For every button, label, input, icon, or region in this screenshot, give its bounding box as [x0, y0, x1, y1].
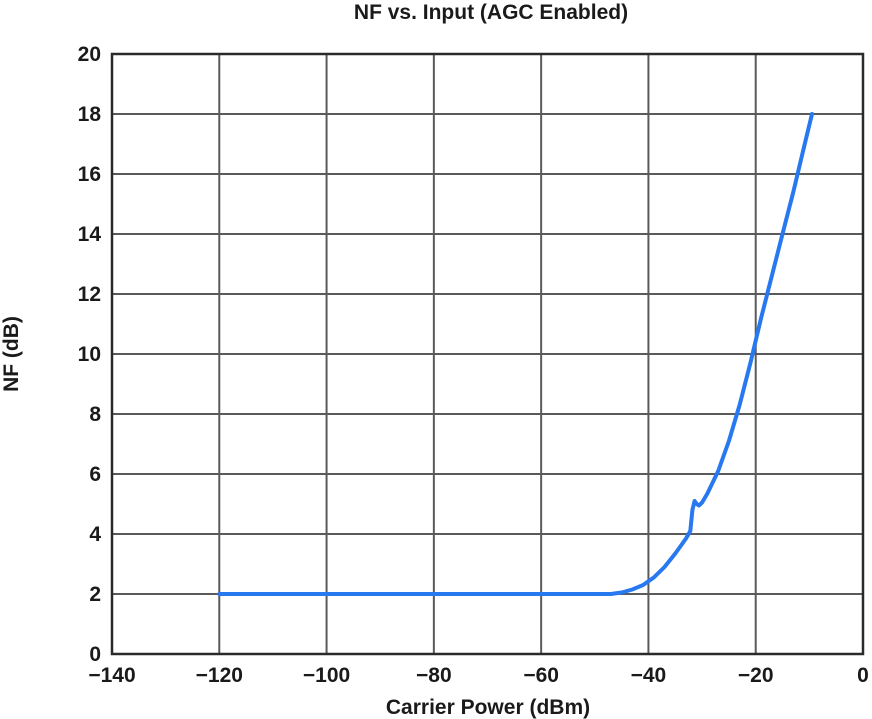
y-axis-ticks: 0 2 4 6 8 10 12 14 16 18 20	[78, 43, 102, 666]
y-tick-label: 18	[78, 103, 102, 126]
plot-frame	[110, 52, 865, 656]
x-axis-label: Carrier Power (dBm)	[386, 696, 590, 719]
x-axis-ticks: −140 −120 −100 −80 −60 −40 −20 0	[88, 664, 869, 687]
y-tick-label: 2	[89, 583, 101, 606]
y-tick-label: 6	[89, 463, 101, 486]
grid	[112, 54, 863, 654]
series-layer	[217, 112, 814, 596]
series-line-nf	[217, 112, 814, 596]
x-tick-label: −100	[303, 664, 350, 687]
y-axis-label: NF (dB)	[0, 316, 23, 392]
y-tick-label: 12	[78, 283, 101, 306]
x-tick-label: −60	[523, 664, 559, 687]
y-tick-label: 8	[89, 403, 101, 426]
y-tick-label: 4	[89, 523, 101, 546]
x-tick-label: −20	[738, 664, 774, 687]
x-tick-label: −40	[631, 664, 667, 687]
x-tick-label: 0	[857, 664, 869, 687]
x-tick-label: −120	[196, 664, 243, 687]
x-tick-label: −80	[416, 664, 452, 687]
y-tick-label: 14	[78, 223, 102, 246]
x-tick-label: −140	[88, 664, 135, 687]
y-tick-label: 16	[78, 163, 101, 186]
y-tick-label: 20	[78, 43, 101, 66]
y-tick-label: 10	[78, 343, 101, 366]
y-tick-label: 0	[89, 643, 101, 666]
chart-title: NF vs. Input (AGC Enabled)	[354, 1, 628, 24]
